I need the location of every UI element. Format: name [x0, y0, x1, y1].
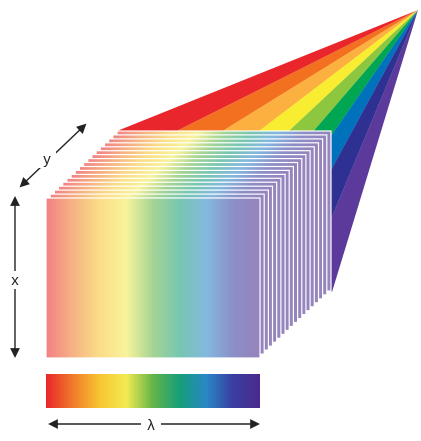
light-fan: [117, 10, 418, 292]
wavelength-label-bg: [141, 416, 161, 434]
fan-wedge: [117, 10, 418, 149]
x-label-bg: [6, 271, 24, 289]
cube-slice: [45, 197, 261, 359]
spectrum-bar: [46, 374, 260, 408]
cube-slice-tint: [46, 198, 260, 358]
y-axis-label: y: [43, 151, 51, 168]
fan-wedge: [308, 10, 418, 292]
x-axis-label: x: [11, 272, 19, 289]
wavelength-axis-label: λ: [147, 417, 155, 434]
y-label-bg: [38, 150, 56, 168]
fan-wedge: [140, 10, 418, 167]
data-cube: [45, 130, 332, 359]
